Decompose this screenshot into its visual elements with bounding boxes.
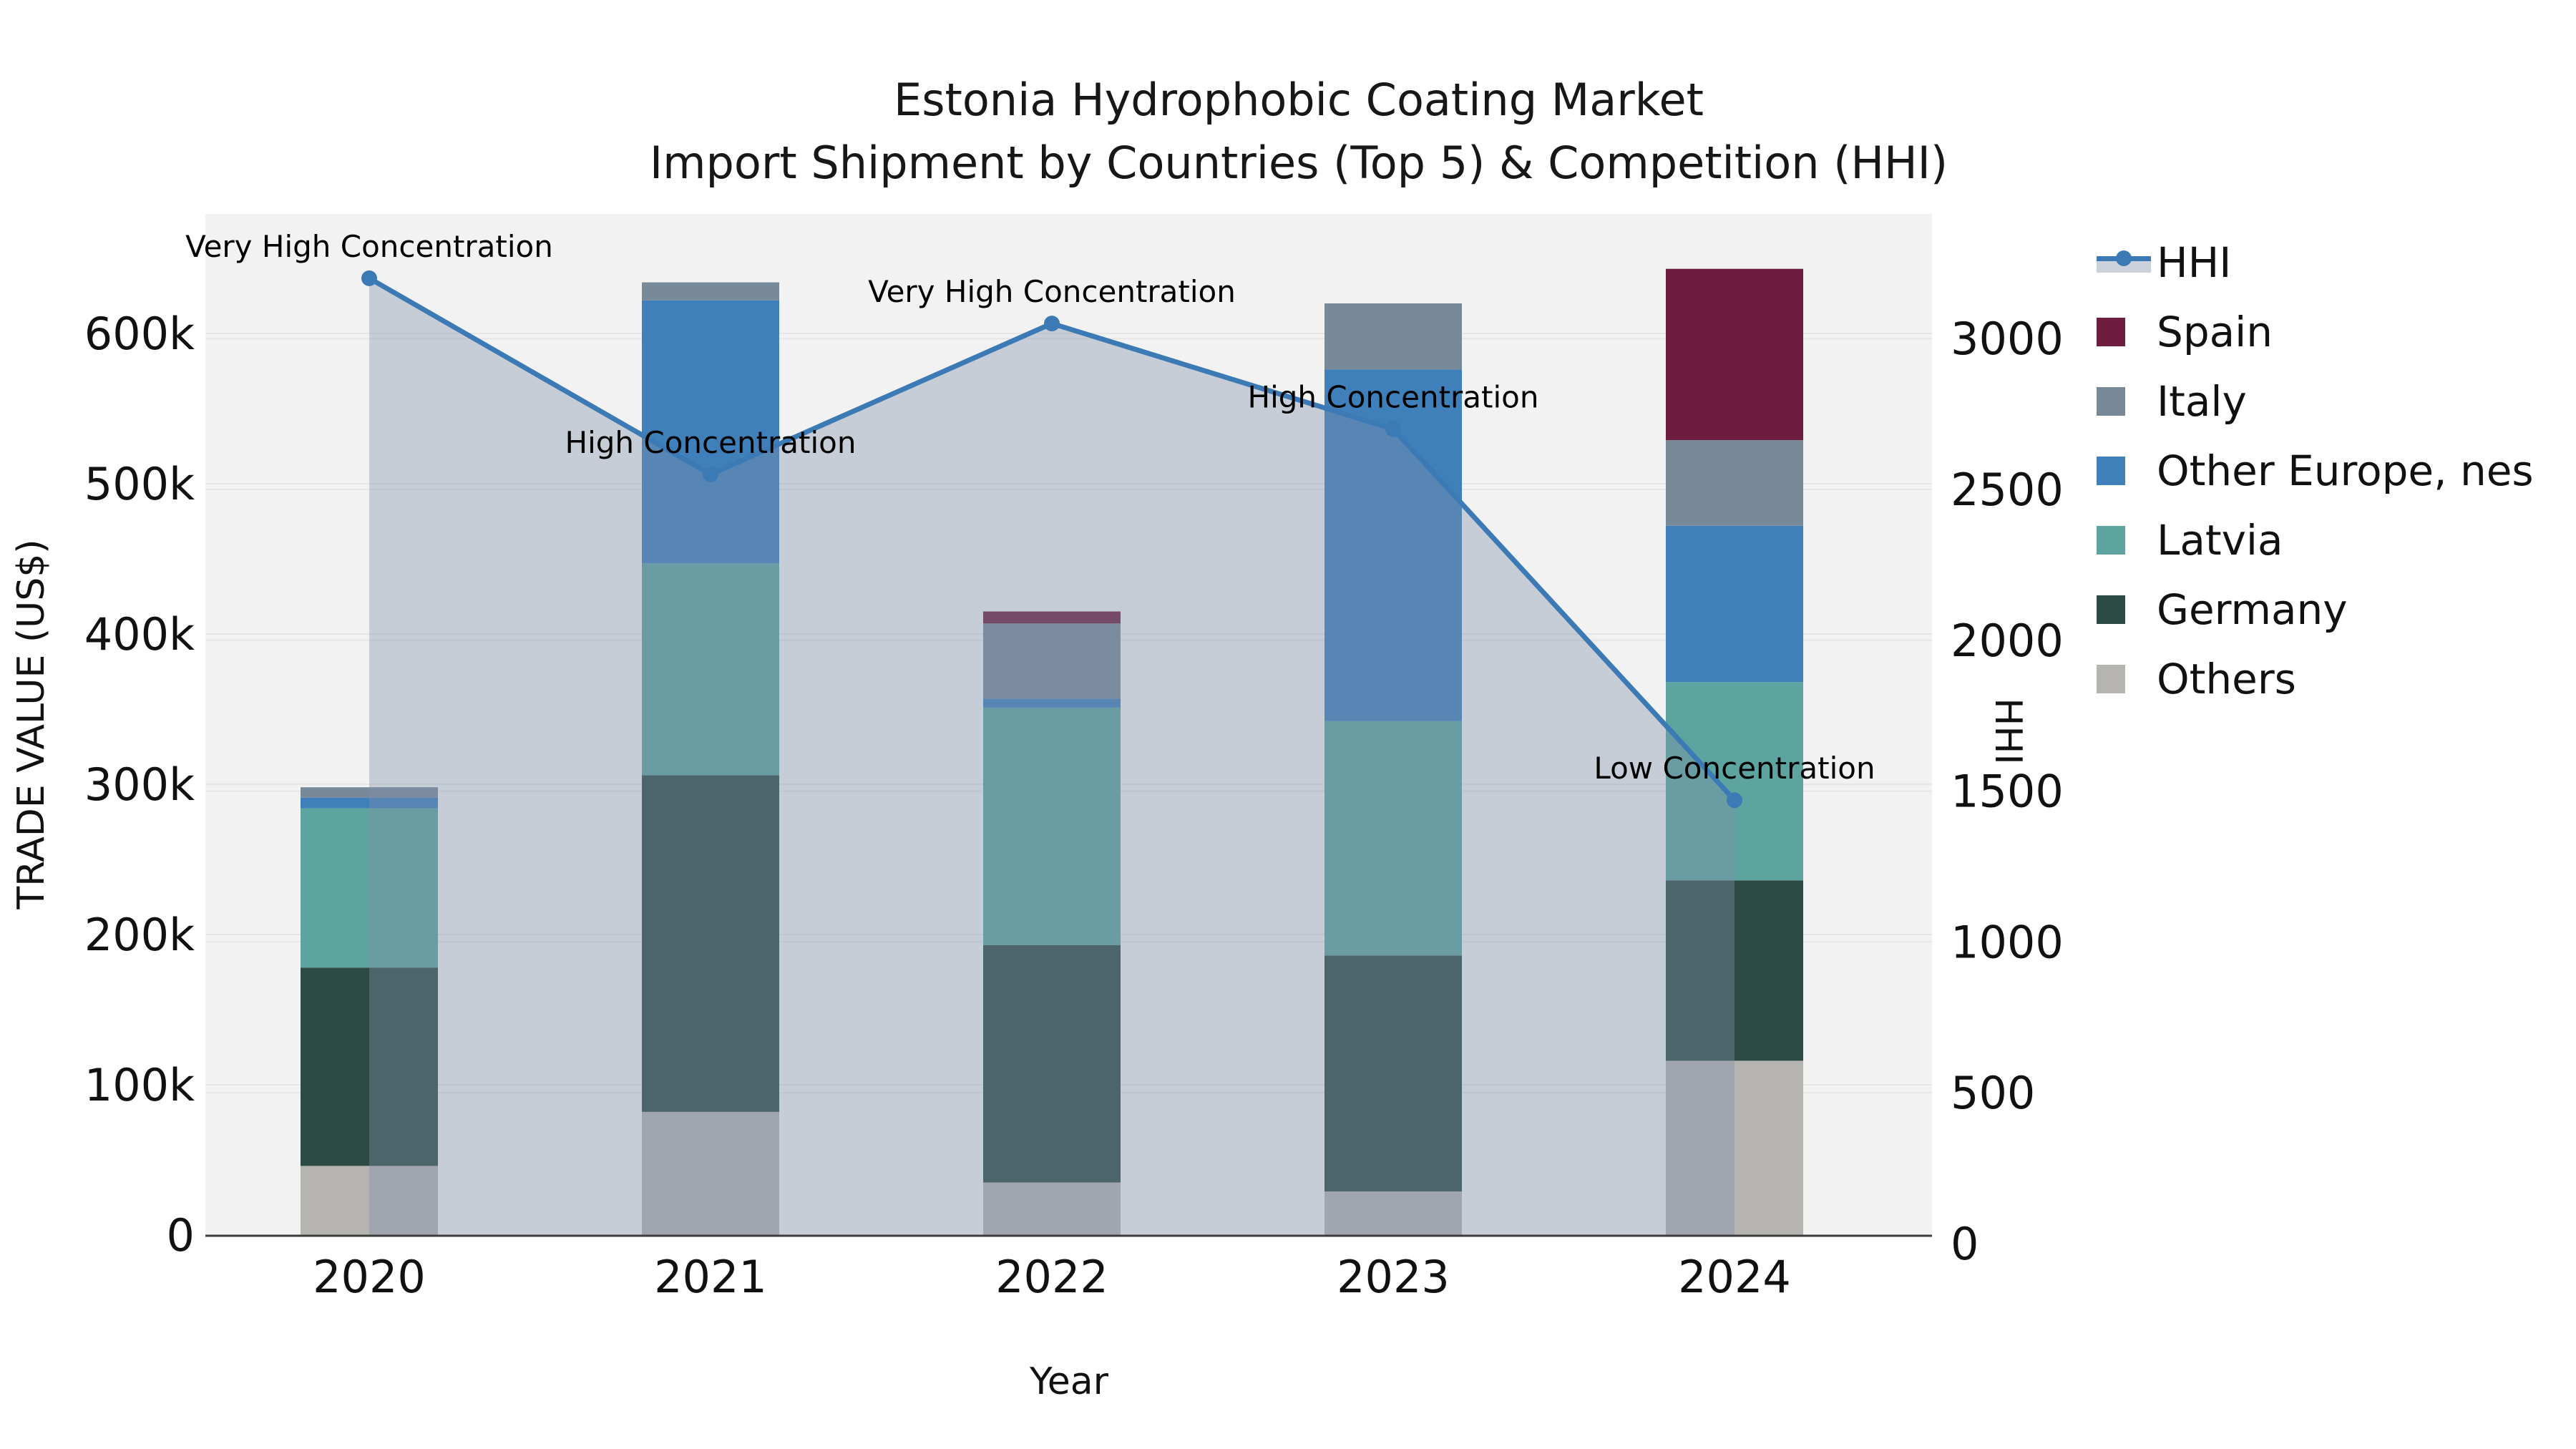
bar-segment-germany-2024 <box>1666 880 1803 1061</box>
y-right-tick-label: 500 <box>1951 1067 2035 1119</box>
legend-label: Spain <box>2157 307 2273 356</box>
legend: HHI Spain Italy Other Europe, nes Latvia Germ… <box>2097 228 2534 713</box>
bar-segment-others-2023 <box>1324 1191 1462 1235</box>
bar-segment-latvia-2020 <box>301 808 438 968</box>
x-tick-label-2023: 2023 <box>1337 1251 1450 1303</box>
y-right-tick-label: 2000 <box>1951 615 2064 667</box>
bar-segment-latvia-2023 <box>1324 721 1462 956</box>
bar-segment-others-2020 <box>301 1166 438 1235</box>
legend-label: Italy <box>2157 376 2247 426</box>
y-left-tick-label: 600k <box>84 308 195 360</box>
hhi-area-fill <box>369 278 1735 1235</box>
legend-item-latvia: Latvia <box>2097 505 2534 575</box>
annotation-2021: High Concentration <box>565 425 857 460</box>
y-left-tick-label: 400k <box>84 608 195 660</box>
x-tick-label-2022: 2022 <box>995 1251 1108 1303</box>
legend-color-swatch <box>2097 456 2125 485</box>
bar-segment-others-2021 <box>642 1111 779 1235</box>
bar-segment-latvia-2024 <box>1666 682 1803 881</box>
legend-item-germany: Germany <box>2097 575 2534 644</box>
legend-label: Germany <box>2157 585 2348 634</box>
legend-color-swatch <box>2097 386 2125 416</box>
y-left-tick-label: 0 <box>167 1209 195 1262</box>
bar-segment-other-europe-nes-2024 <box>1666 525 1803 683</box>
bar-segment-germany-2020 <box>301 967 438 1166</box>
legend-label: Others <box>2157 654 2296 703</box>
bar-segment-spain-2024 <box>1666 268 1803 441</box>
legend-item-hhi: HHI <box>2097 228 2534 297</box>
y-right-tick-label: 3000 <box>1951 313 2064 365</box>
bar-segment-latvia-2021 <box>642 563 779 776</box>
legend-label: Latvia <box>2157 515 2283 565</box>
bar-segment-others-2022 <box>983 1182 1121 1235</box>
bar-segment-germany-2021 <box>642 775 779 1112</box>
legend-item-others: Others <box>2097 644 2534 713</box>
bar-segment-other-europe-nes-2020 <box>301 797 438 809</box>
bar-segment-others-2024 <box>1666 1060 1803 1235</box>
chart-title-line1: Estonia Hydrophobic Coating Market <box>894 74 1704 126</box>
legend-label: HHI <box>2157 238 2232 287</box>
y-right-tick-label: 2500 <box>1951 464 2064 516</box>
bar-segment-other-europe-nes-2021 <box>642 300 779 564</box>
legend-color-swatch <box>2097 664 2125 693</box>
chart-title: Estonia Hydrophobic Coating Market Impor… <box>650 69 1948 195</box>
y-right-tick-label: 1500 <box>1951 766 2064 818</box>
legend-label: Other Europe, nes <box>2157 446 2534 495</box>
bar-segment-germany-2022 <box>983 945 1121 1183</box>
bar-segment-italy-2024 <box>1666 440 1803 526</box>
legend-color-swatch <box>2097 317 2125 346</box>
bar-segment-spain-2022 <box>983 611 1121 624</box>
annotation-2023: High Concentration <box>1248 380 1539 415</box>
bar-segment-other-europe-nes-2022 <box>983 698 1121 708</box>
bar-segment-italy-2023 <box>1324 303 1462 370</box>
hhi-marker-2024 <box>1727 792 1742 809</box>
annotation-2020: Very High Concentration <box>185 229 553 264</box>
bar-segment-italy-2020 <box>301 787 438 798</box>
hhi-marker-2020 <box>361 270 377 286</box>
hhi-marker-2023 <box>1385 421 1401 437</box>
x-axis-label: Year <box>1029 1360 1109 1403</box>
bar-segment-latvia-2022 <box>983 707 1121 945</box>
y-left-tick-label: 500k <box>84 458 195 510</box>
x-tick-label-2024: 2024 <box>1678 1251 1791 1303</box>
x-tick-label-2021: 2021 <box>654 1251 767 1303</box>
legend-item-other-europe-nes: Other Europe, nes <box>2097 436 2534 505</box>
bar-segment-germany-2023 <box>1324 955 1462 1192</box>
chart-title-line2: Import Shipment by Countries (Top 5) & C… <box>649 137 1948 189</box>
y-right-tick-label: 1000 <box>1951 916 2064 968</box>
legend-color-swatch <box>2097 525 2125 555</box>
y-right-tick-label: 0 <box>1951 1218 1979 1270</box>
annotation-2024: Low Concentration <box>1594 751 1875 786</box>
y-left-tick-label: 200k <box>84 909 195 961</box>
legend-item-spain: Spain <box>2097 297 2534 366</box>
legend-item-italy: Italy <box>2097 366 2534 436</box>
legend-line-swatch <box>2097 247 2151 278</box>
x-tick-label-2020: 2020 <box>313 1251 426 1303</box>
annotation-2022: Very High Concentration <box>868 274 1236 309</box>
y-left-tick-label: 100k <box>84 1059 195 1111</box>
hhi-marker-2022 <box>1044 316 1060 332</box>
y-left-tick-label: 300k <box>84 758 195 811</box>
legend-color-swatch <box>2097 595 2125 624</box>
hhi-marker-2021 <box>703 466 718 482</box>
bar-segment-italy-2021 <box>642 282 779 301</box>
bar-segment-italy-2022 <box>983 623 1121 699</box>
